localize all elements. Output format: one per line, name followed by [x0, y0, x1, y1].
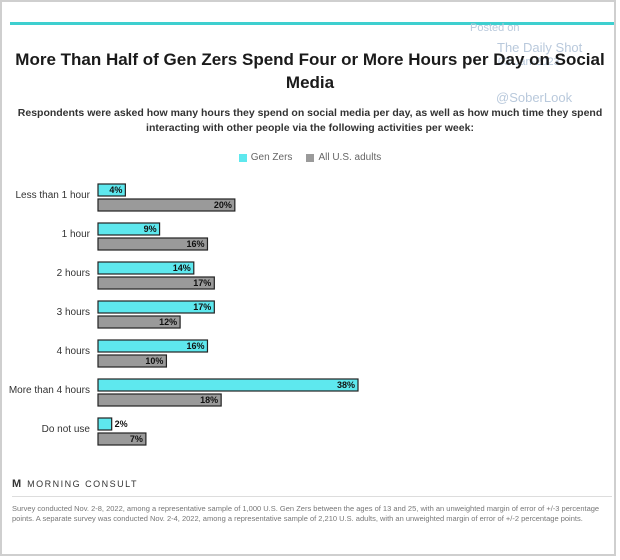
bar-gen-z — [97, 261, 195, 275]
brand-logo: M MORNING CONSULT — [12, 478, 138, 490]
watermark-posted: Posted on — [470, 22, 520, 34]
legend-swatch-adults — [306, 153, 315, 162]
category-label: 3 hours — [57, 307, 90, 318]
category-label: Less than 1 hour — [16, 190, 91, 201]
category-label: 2 hours — [57, 268, 90, 279]
brand-mark: M — [12, 478, 22, 490]
value-label-adults: 10% — [145, 356, 163, 366]
bar-adults — [97, 315, 181, 329]
value-label-adults: 16% — [186, 239, 204, 249]
legend-item-gen-z: Gen Zers — [238, 152, 293, 163]
footer-divider — [12, 496, 612, 497]
value-label-adults: 20% — [214, 200, 232, 210]
value-label-gen-z: 14% — [173, 263, 191, 273]
category-label: 1 hour — [62, 229, 91, 240]
category-label: More than 4 hours — [9, 385, 90, 396]
bar-chart: Less than 1 hour 4% 20% 1 hour 9% 16% 2 hours 1… — [9, 183, 359, 446]
chart-title: More Than Half of Gen Zers Spend Four or… — [15, 50, 605, 92]
value-label-gen-z: 4% — [109, 185, 122, 195]
value-label-adults: 7% — [130, 434, 143, 444]
legend-item-adults: All U.S. adults — [306, 152, 381, 163]
value-label-adults: 17% — [193, 278, 211, 288]
survey-footnote: Survey conducted Nov. 2-8, 2022, among a… — [12, 504, 600, 523]
legend-label-adults: All U.S. adults — [318, 152, 382, 163]
bar-adults — [97, 432, 147, 446]
watermark-source: The Daily Shot — [497, 40, 583, 55]
value-label-adults: 18% — [200, 395, 218, 405]
bar-adults — [97, 276, 215, 290]
chart-subtitle: Respondents were asked how many hours th… — [17, 107, 603, 134]
bar-gen-z — [97, 300, 215, 314]
category-label: 4 hours — [57, 346, 90, 357]
bar-gen-z — [97, 339, 209, 353]
bar-adults — [97, 198, 236, 212]
bar-adults — [97, 393, 222, 407]
watermark-handle: @SoberLook — [496, 90, 573, 105]
bar-gen-z — [97, 378, 359, 392]
bar-adults — [97, 354, 168, 368]
value-label-gen-z: 16% — [186, 341, 204, 351]
value-label-gen-z: 38% — [337, 380, 355, 390]
bar-gen-z — [97, 417, 113, 431]
legend-label-gen-z: Gen Zers — [250, 152, 293, 163]
bar-gen-z — [97, 222, 161, 236]
bar-gen-z — [97, 183, 126, 197]
top-accent-rule — [10, 22, 614, 25]
bar-adults — [97, 237, 209, 251]
value-label-gen-z: 17% — [193, 302, 211, 312]
watermark-date: 03-Jan-2023 — [498, 56, 560, 68]
value-label-gen-z: 9% — [144, 224, 157, 234]
chart-legend: Gen Zers All U.S. adults — [0, 152, 620, 163]
category-label: Do not use — [42, 424, 91, 435]
legend-swatch-gen-z — [238, 153, 247, 162]
value-label-gen-z: 2% — [115, 419, 128, 429]
brand-name: MORNING CONSULT — [27, 479, 139, 489]
value-label-adults: 12% — [159, 317, 177, 327]
